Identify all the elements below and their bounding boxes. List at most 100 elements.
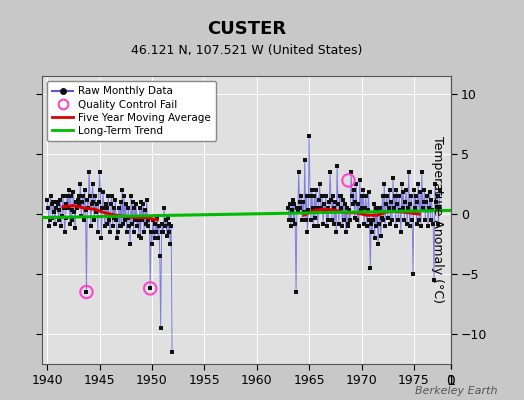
Point: [99, 189, 107, 196]
Point: [154, 235, 162, 241]
Point: [324, 217, 333, 223]
Point: [97, 235, 105, 241]
Point: [148, 241, 156, 247]
Point: [412, 220, 421, 227]
Point: [314, 196, 323, 203]
Point: [137, 199, 146, 205]
Point: [435, 205, 443, 211]
Point: [296, 205, 304, 211]
Point: [378, 193, 387, 199]
Point: [106, 229, 114, 235]
Point: [108, 223, 117, 229]
Point: [165, 220, 173, 227]
Point: [309, 223, 318, 229]
Point: [49, 199, 58, 205]
Point: [64, 205, 72, 211]
Point: [325, 199, 333, 205]
Point: [424, 205, 433, 211]
Point: [362, 193, 370, 199]
Point: [312, 187, 320, 193]
Point: [335, 193, 344, 199]
Point: [309, 205, 317, 211]
Point: [98, 205, 106, 211]
Point: [365, 217, 374, 223]
Point: [45, 223, 53, 229]
Point: [403, 220, 411, 227]
Point: [377, 214, 386, 221]
Point: [52, 205, 60, 211]
Point: [80, 217, 88, 223]
Point: [74, 193, 83, 199]
Point: [313, 205, 321, 211]
Point: [147, 229, 155, 235]
Point: [348, 193, 356, 199]
Point: [88, 201, 96, 208]
Point: [385, 205, 393, 211]
Point: [141, 220, 150, 227]
Point: [432, 205, 441, 211]
Point: [383, 193, 391, 199]
Point: [384, 214, 392, 221]
Point: [372, 205, 380, 211]
Point: [308, 187, 316, 193]
Point: [79, 193, 87, 199]
Point: [348, 201, 357, 208]
Point: [391, 223, 400, 229]
Point: [107, 193, 116, 199]
Point: [319, 220, 328, 227]
Point: [68, 207, 77, 214]
Point: [57, 223, 66, 229]
Point: [385, 187, 394, 193]
Point: [351, 214, 359, 221]
Point: [339, 196, 347, 203]
Point: [296, 199, 304, 205]
Point: [94, 199, 103, 205]
Point: [160, 205, 168, 211]
Point: [144, 223, 152, 229]
Point: [133, 223, 141, 229]
Point: [301, 157, 309, 163]
Point: [284, 205, 292, 211]
Point: [369, 201, 378, 208]
Point: [422, 199, 430, 205]
Point: [78, 199, 86, 205]
Point: [162, 232, 171, 239]
Point: [343, 205, 351, 211]
Point: [434, 220, 443, 227]
Point: [62, 201, 71, 208]
Point: [65, 187, 73, 193]
Point: [433, 193, 442, 199]
Point: [93, 201, 101, 208]
Point: [82, 289, 91, 295]
Point: [306, 193, 314, 199]
Point: [337, 205, 346, 211]
Point: [294, 169, 303, 175]
Point: [107, 201, 115, 208]
Point: [102, 205, 111, 211]
Point: [293, 207, 302, 214]
Point: [127, 193, 135, 199]
Point: [411, 193, 420, 199]
Point: [318, 193, 326, 199]
Point: [48, 214, 57, 221]
Point: [66, 220, 74, 227]
Point: [84, 205, 92, 211]
Point: [369, 217, 377, 223]
Point: [360, 220, 368, 227]
Point: [43, 196, 51, 203]
Point: [117, 223, 126, 229]
Point: [293, 205, 301, 211]
Point: [344, 177, 353, 184]
Point: [112, 217, 121, 223]
Point: [111, 196, 119, 203]
Point: [47, 201, 56, 208]
Point: [405, 169, 413, 175]
Point: [429, 220, 438, 227]
Point: [141, 207, 149, 214]
Point: [146, 285, 155, 292]
Point: [129, 229, 138, 235]
Point: [393, 201, 401, 208]
Point: [358, 205, 367, 211]
Point: [287, 223, 295, 229]
Point: [320, 201, 328, 208]
